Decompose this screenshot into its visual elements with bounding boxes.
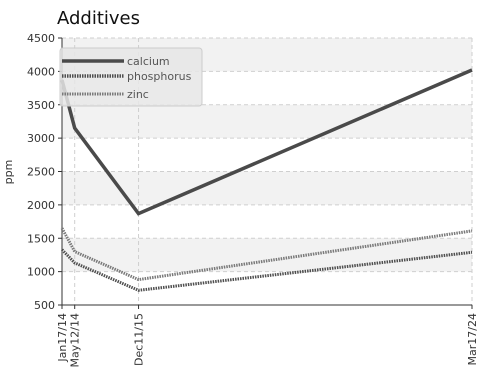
plot-band xyxy=(62,171,472,205)
plot-band xyxy=(62,238,472,272)
series-line-phosphorus xyxy=(60,248,473,292)
legend-label-zinc: zinc xyxy=(127,88,149,101)
chart-title: Additives xyxy=(57,8,140,29)
x-tick-label: Mar17/24 xyxy=(466,313,479,365)
y-tick-label: 2000 xyxy=(27,199,55,212)
y-tick-label: 4500 xyxy=(27,32,55,45)
legend: calcium phosphorus zinc xyxy=(59,47,203,107)
y-tick-label: 1500 xyxy=(27,232,55,245)
y-tick-label: 3000 xyxy=(27,132,55,145)
x-tick-label: Dec11/15 xyxy=(133,313,146,366)
series-line-zinc xyxy=(60,227,473,282)
tick-labels: 500 1000 1500 2000 2500 3000 3500 4000 4500 Jan17… xyxy=(27,32,479,367)
plot-band xyxy=(62,104,472,139)
y-tick-label: 1000 xyxy=(27,266,55,279)
legend-label-phosphorus: phosphorus xyxy=(127,70,192,83)
x-tick-label: Jan17/14 xyxy=(56,313,69,363)
y-axis-label: ppm xyxy=(2,160,15,185)
y-tick-label: 3500 xyxy=(27,99,55,112)
y-tick-label: 4000 xyxy=(27,65,55,78)
legend-label-calcium: calcium xyxy=(127,55,170,68)
x-tick-label: May12/14 xyxy=(69,313,82,367)
y-tick-label: 2500 xyxy=(27,166,55,179)
y-tick-label: 500 xyxy=(34,299,55,312)
